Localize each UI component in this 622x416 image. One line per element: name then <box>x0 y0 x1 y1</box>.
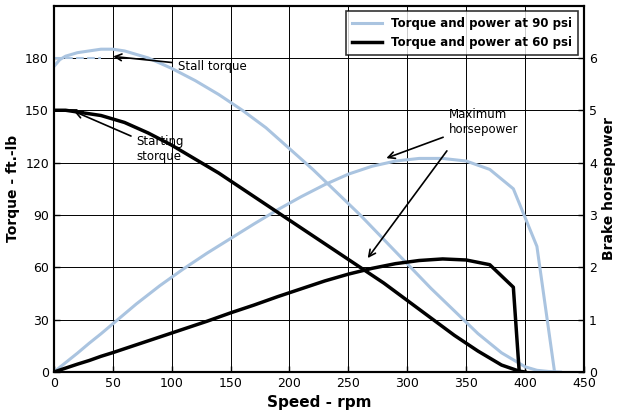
Y-axis label: Torque - ft.-lb: Torque - ft.-lb <box>6 135 19 243</box>
X-axis label: Speed - rpm: Speed - rpm <box>267 396 371 411</box>
Y-axis label: Brake horsepower: Brake horsepower <box>603 117 616 260</box>
Text: Maximum
horsepower: Maximum horsepower <box>388 109 518 158</box>
Text: Starting
storque: Starting storque <box>76 112 184 163</box>
Legend: Torque and power at 90 psi, Torque and power at 60 psi: Torque and power at 90 psi, Torque and p… <box>346 12 578 55</box>
Text: Stall torque: Stall torque <box>115 54 246 73</box>
